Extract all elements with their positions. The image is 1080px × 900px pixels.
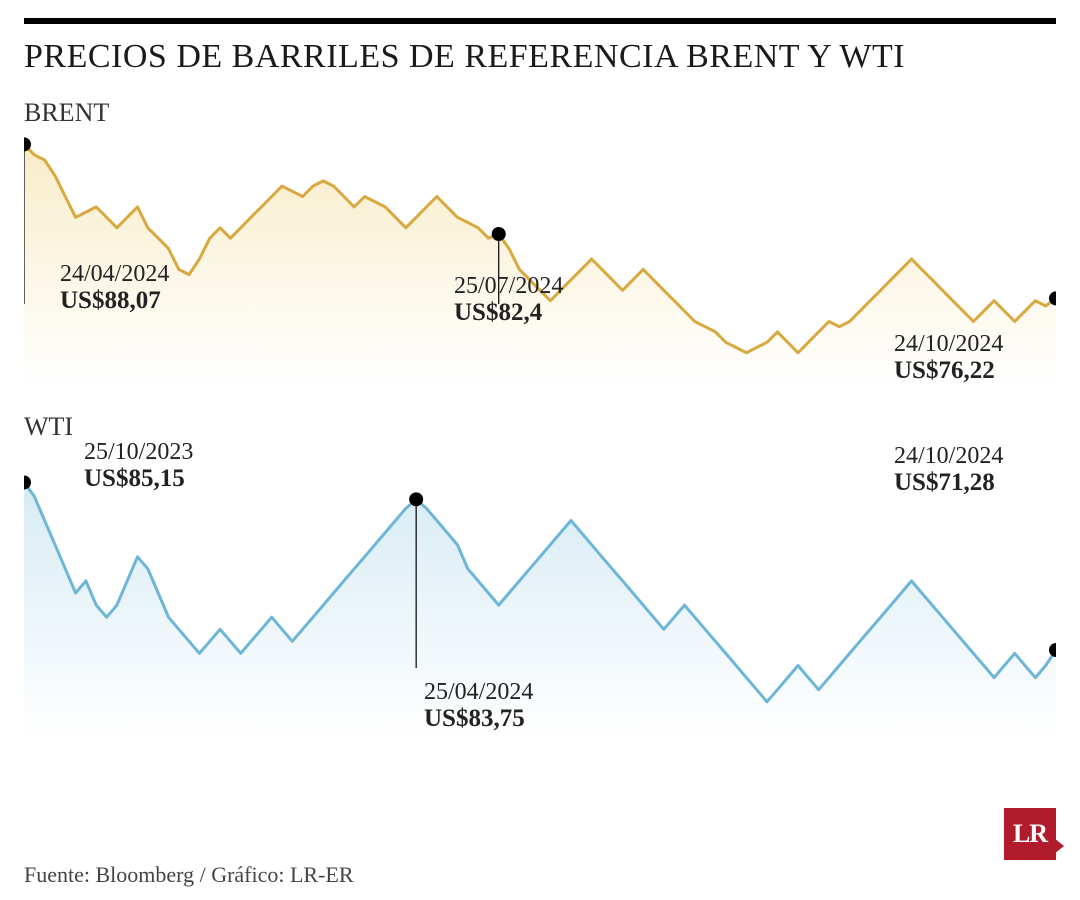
callout: 24/10/2024US$71,28 <box>894 444 1003 497</box>
callout-date: 25/10/2023 <box>84 440 193 465</box>
callout-price: US$82,4 <box>454 299 563 327</box>
callout: 25/10/2023US$85,15 <box>84 440 193 493</box>
callout-price: US$76,22 <box>894 357 1003 385</box>
callout-date: 24/10/2024 <box>894 444 1003 469</box>
callout-date: 25/04/2024 <box>424 680 533 705</box>
top-rule <box>24 18 1056 24</box>
callout-price: US$85,15 <box>84 465 193 493</box>
callout-price: US$88,07 <box>60 287 169 315</box>
callout: 24/04/2024US$88,07 <box>60 262 169 315</box>
chart-title: PRECIOS DE BARRILES DE REFERENCIA BRENT … <box>24 38 1056 76</box>
callout-date: 24/10/2024 <box>894 332 1003 357</box>
callout-date: 24/04/2024 <box>60 262 169 287</box>
panel-label-brent: BRENT <box>24 98 1056 128</box>
callout: 25/07/2024US$82,4 <box>454 274 563 327</box>
chart-wti: 25/10/2023US$85,1525/04/2024US$83,7524/1… <box>24 448 1056 738</box>
panel-wti: WTI 25/10/2023US$85,15 25/04/2024US$83,75… <box>24 412 1056 738</box>
callout-date: 25/07/2024 <box>454 274 563 299</box>
callout-price: US$71,28 <box>894 469 1003 497</box>
callout-price: US$83,75 <box>424 705 533 733</box>
source-line: Fuente: Bloomberg / Gráfico: LR-ER <box>24 862 354 888</box>
callout: 24/10/2024US$76,22 <box>894 332 1003 385</box>
panel-label-wti: WTI <box>24 412 1056 442</box>
publisher-logo: LR <box>1004 808 1056 860</box>
panel-brent: BRENT 24/04/2024US$88,07 25/07/2024US$82,… <box>24 98 1056 384</box>
chart-brent: 24/04/2024US$88,07 25/07/2024US$82,4 24/10… <box>24 134 1056 384</box>
logo-text: LR <box>1013 819 1047 849</box>
callout: 25/04/2024US$83,75 <box>424 680 533 733</box>
